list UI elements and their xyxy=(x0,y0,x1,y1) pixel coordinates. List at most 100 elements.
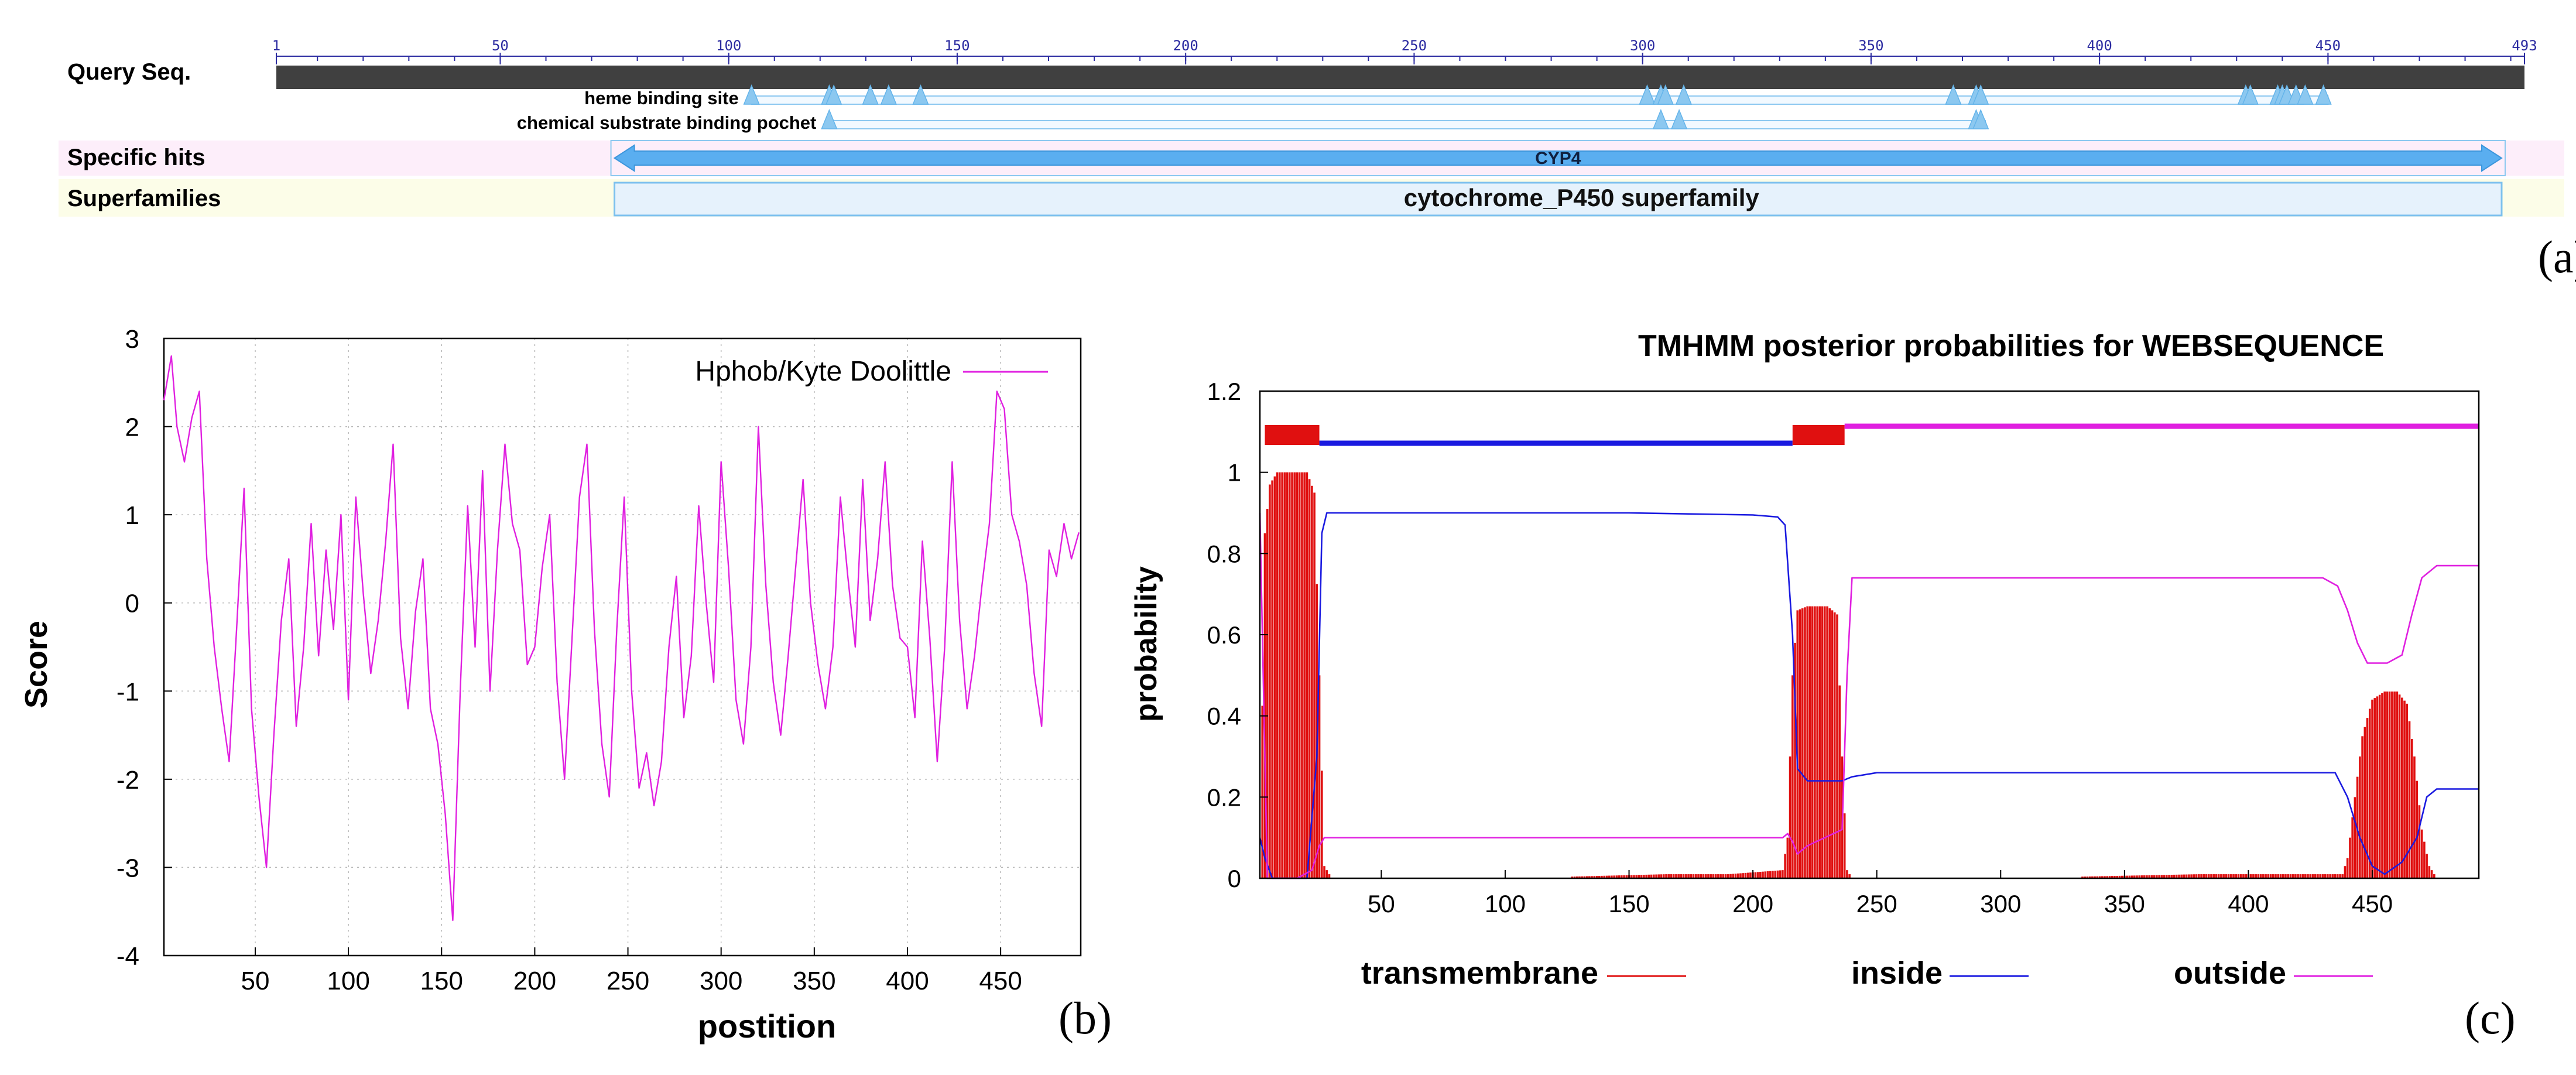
tick-label-c-y: 1 xyxy=(1228,459,1241,487)
tick-label-c-y: 0.8 xyxy=(1207,540,1241,567)
tick-label-b-x: 250 xyxy=(607,967,649,995)
binding-site-marker[interactable] xyxy=(862,84,879,105)
binding-site-marker[interactable] xyxy=(2315,84,2332,105)
panel-a-domain-map: Query Seq. Specific hits Superfamilies 1… xyxy=(59,37,2576,282)
series-line-inside xyxy=(1259,512,2479,879)
tick-label-b-y: -2 xyxy=(117,766,139,795)
binding-site-marker[interactable] xyxy=(1652,109,1669,129)
tick-label-b-y: 2 xyxy=(125,413,139,442)
ruler-tick-label: 100 xyxy=(716,37,741,54)
chart-c-series xyxy=(1259,512,2479,879)
series-line-hydrophobicity xyxy=(163,355,1080,922)
chart-c-topology-bar xyxy=(1265,423,2479,446)
tick-label-c-y: 0.4 xyxy=(1207,703,1241,730)
chart-b-axes: 50 100 150 200 250 300 350 400 450 -4 -3 -2 -1 0 1 2 3 xyxy=(117,325,1022,995)
binding-site-marker[interactable] xyxy=(912,84,929,105)
legend-c-transmembrane-label: transmembrane xyxy=(1361,956,1598,991)
binding-site-marker[interactable] xyxy=(1972,109,1989,129)
panel-c-tmhmm-chart: TMHMM posterior probabilities for WEBSEQ… xyxy=(1129,329,2516,1043)
chart-b-ylabel: Score xyxy=(19,621,54,708)
specific-hit-cyp4[interactable]: CYP4 xyxy=(610,140,2506,176)
chart-b-plot-frame xyxy=(163,337,1082,957)
tick-label-b-x: 350 xyxy=(793,967,835,995)
binding-site-marker[interactable] xyxy=(825,84,842,105)
ruler-tick-label: 250 xyxy=(1402,37,1427,54)
tick-label-c-x: 350 xyxy=(2104,890,2145,917)
chart-c-axes: 50 100 150 200 250 300 350 400 450 0 0.2 0.4 0.6 0.8 1… xyxy=(1207,378,2393,917)
tick-label-c-x: 150 xyxy=(1608,890,1649,917)
ruler-tick-label: 200 xyxy=(1173,37,1198,54)
row-label-superfamilies: Superfamilies xyxy=(67,186,221,211)
query-ruler: 1 50 100 150 200 250 300 350 400 450 493 xyxy=(272,37,2537,64)
superfamily-label: cytochrome_P450 superfamily xyxy=(1404,184,1760,211)
legend-c-outside-label: outside xyxy=(2174,956,2286,991)
tick-label-b-x: 450 xyxy=(979,967,1022,995)
tick-label-c-x: 300 xyxy=(1980,890,2021,917)
binding-site-marker[interactable] xyxy=(2297,84,2314,105)
tick-label-b-x: 300 xyxy=(700,967,742,995)
tick-label-b-y: -3 xyxy=(117,854,139,882)
tick-label-c-x: 200 xyxy=(1732,890,1773,917)
panel-label-c: (c) xyxy=(2465,992,2516,1043)
site-row-track xyxy=(751,95,2329,105)
site-row-track xyxy=(828,120,1986,129)
panel-label-a: (a) xyxy=(2538,231,2576,282)
tick-label-b-x: 100 xyxy=(327,967,369,995)
legend-b-series-label: Hphob/Kyte Doolittle xyxy=(695,356,951,387)
chart-b-legend: Hphob/Kyte Doolittle xyxy=(695,356,1048,387)
tick-label-b-y: -1 xyxy=(117,677,139,706)
site-row-label: heme binding site xyxy=(584,88,739,108)
chart-c-title: TMHMM posterior probabilities for WEBSEQ… xyxy=(1638,329,2384,363)
superfamily-box[interactable] xyxy=(614,182,2503,217)
binding-site-marker[interactable] xyxy=(1670,109,1688,129)
row-label-specific-hits: Specific hits xyxy=(67,145,205,170)
chart-c-plot-frame xyxy=(1259,390,2480,879)
tick-label-c-x: 100 xyxy=(1485,890,1526,917)
panel-label-b: (b) xyxy=(1059,992,1112,1043)
binding-site-marker[interactable] xyxy=(1657,84,1674,105)
tick-label-c-x: 50 xyxy=(1368,890,1395,917)
binding-site-marker[interactable] xyxy=(1675,84,1693,105)
topology-segment-transmembrane xyxy=(1265,425,1320,445)
chart-b-xlabel: postition xyxy=(698,1008,836,1045)
binding-sites: heme binding site chemical substrate bind… xyxy=(517,84,2332,133)
tick-label-c-x: 450 xyxy=(2352,890,2393,917)
binding-site-marker[interactable] xyxy=(1972,84,1989,105)
tick-label-c-y: 0 xyxy=(1228,865,1241,892)
panel-b-hydrophobicity-chart: 50 100 150 200 250 300 350 400 450 -4 -3 -2 -1 0 1 2 3 S… xyxy=(19,325,1112,1045)
tick-label-b-y: 1 xyxy=(125,501,139,530)
ruler-tick-label: 300 xyxy=(1630,37,1655,54)
legend-c-inside-label: inside xyxy=(1851,956,1943,991)
tick-label-c-y: 0.2 xyxy=(1207,783,1241,811)
binding-site-marker[interactable] xyxy=(880,84,897,105)
ruler-tick-label: 50 xyxy=(492,37,509,54)
tick-label-c-y: 1.2 xyxy=(1207,378,1241,405)
specific-hit-arrow[interactable] xyxy=(613,144,2503,172)
binding-site-marker[interactable] xyxy=(743,84,760,105)
binding-site-marker[interactable] xyxy=(821,109,838,129)
ruler-tick-label: 450 xyxy=(2315,37,2341,54)
tick-label-b-y: 0 xyxy=(125,590,139,618)
ruler-tick-label: 400 xyxy=(2087,37,2112,54)
tick-label-c-x: 250 xyxy=(1856,890,1897,917)
tick-label-b-y: -4 xyxy=(117,942,139,971)
ruler-tick-label: 150 xyxy=(944,37,970,54)
tick-label-b-x: 400 xyxy=(886,967,929,995)
site-row-label: chemical substrate binding pochet xyxy=(517,112,817,133)
ruler-tick-label: 350 xyxy=(1858,37,1883,54)
chart-b-grid xyxy=(164,338,1081,956)
tick-label-c-y: 0.6 xyxy=(1207,621,1241,649)
binding-site-marker[interactable] xyxy=(2242,84,2259,105)
chart-c-transmembrane-bars xyxy=(1261,472,2435,878)
chart-b-series xyxy=(163,355,1080,922)
binding-site-marker[interactable] xyxy=(1639,84,1656,105)
series-line-outside xyxy=(1259,512,2479,879)
specific-hit-label: CYP4 xyxy=(1535,149,1581,168)
ruler-tick-label: 493 xyxy=(2512,37,2537,54)
chart-c-legend: transmembrane inside outside xyxy=(1361,956,2373,991)
tick-label-b-x: 200 xyxy=(513,967,556,995)
row-label-query-seq: Query Seq. xyxy=(67,59,191,85)
chart-c-ylabel: probability xyxy=(1129,566,1163,722)
binding-site-marker[interactable] xyxy=(1945,84,1962,105)
